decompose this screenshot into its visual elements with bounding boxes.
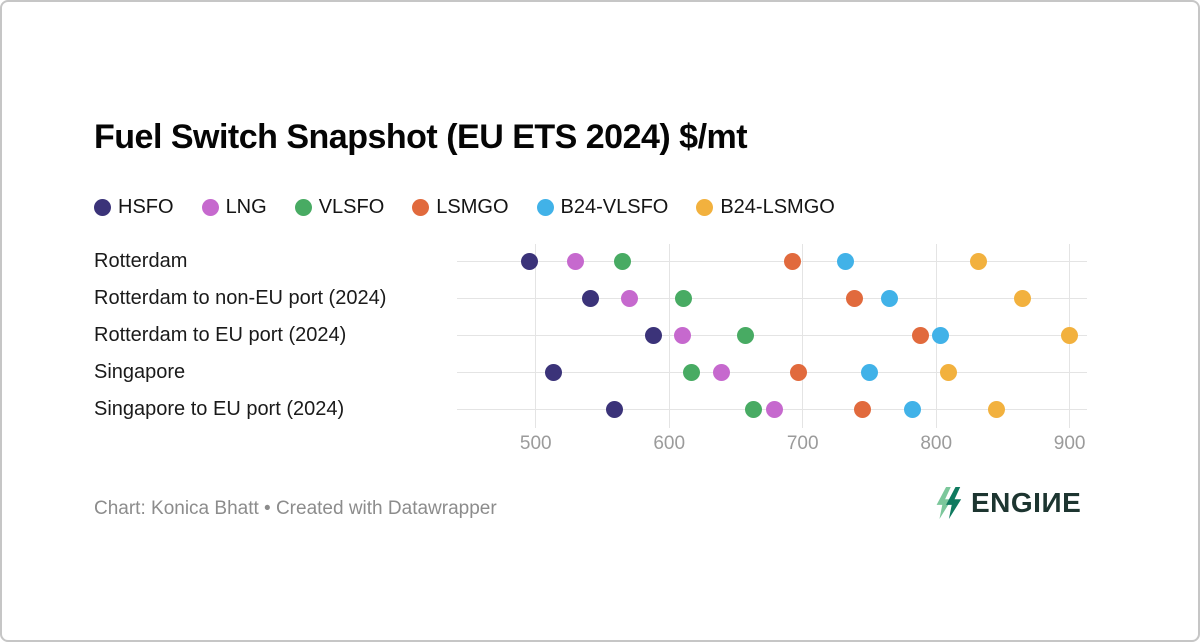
data-point-b24-lsmgo[interactable] — [987, 400, 1005, 418]
legend-item-vlsfo[interactable]: VLSFO — [294, 195, 385, 219]
x-gridline — [535, 244, 537, 428]
x-tick-label: 900 — [1053, 433, 1086, 454]
legend-item-lsmgo[interactable]: LSMGO — [412, 195, 509, 219]
x-tick-label: 500 — [519, 433, 552, 454]
data-point-b24-lsmgo[interactable] — [1014, 289, 1032, 307]
data-point-b24-vlsfo[interactable] — [931, 326, 949, 344]
credit-line: Chart: Konica Bhatt • Created with Dataw… — [94, 498, 497, 519]
legend-item-b24-lsmgo[interactable]: B24-LSMGO — [696, 195, 835, 219]
data-point-b24-lsmgo[interactable] — [1061, 326, 1079, 344]
data-point-lng[interactable] — [712, 363, 730, 381]
data-point-vlsfo[interactable] — [614, 252, 631, 270]
legend-swatch-icon — [536, 198, 554, 216]
data-point-lsmgo[interactable] — [846, 289, 864, 307]
data-point-lsmgo[interactable] — [854, 400, 872, 418]
x-tick-label: 700 — [786, 433, 819, 454]
legend-item-b24-vlsfo[interactable]: B24-VLSFO — [536, 195, 669, 219]
data-point-lsmgo[interactable] — [911, 326, 929, 344]
chart-title: Fuel Switch Snapshot (EU ETS 2024) $/mt — [94, 118, 748, 156]
engine-logo-text: ENGIИE — [971, 487, 1082, 518]
row-label: Singapore — [94, 361, 186, 383]
data-point-vlsfo[interactable] — [675, 289, 693, 307]
data-point-lsmgo[interactable] — [790, 363, 808, 381]
legend-swatch-icon — [94, 198, 111, 216]
legend-label: LNG — [225, 195, 267, 218]
legend-label: HSFO — [118, 195, 174, 218]
data-point-lng[interactable] — [674, 326, 692, 344]
legend-label: B24-VLSFO — [560, 195, 669, 218]
row-gridline — [457, 372, 1087, 373]
x-tick-label: 800 — [920, 433, 953, 454]
data-point-vlsfo[interactable] — [744, 400, 762, 418]
legend-swatch-icon — [201, 198, 219, 216]
legend-item-hsfo[interactable]: HSFO — [94, 196, 174, 219]
x-gridline — [668, 244, 670, 428]
data-point-b24-vlsfo[interactable] — [903, 400, 921, 418]
data-point-hsfo[interactable] — [606, 400, 623, 418]
legend: HSFO LNG VLSFO LSMGO B24-VLSFO B24-LSMGO — [94, 195, 835, 219]
data-point-vlsfo[interactable] — [736, 326, 754, 344]
data-point-hsfo[interactable] — [520, 252, 538, 270]
data-point-b24-vlsfo[interactable] — [860, 363, 878, 381]
data-point-hsfo[interactable] — [644, 326, 662, 344]
data-point-b24-vlsfo[interactable] — [836, 252, 854, 270]
data-point-lsmgo[interactable] — [783, 252, 801, 270]
legend-swatch-icon — [696, 198, 714, 216]
legend-item-lng[interactable]: LNG — [201, 195, 267, 219]
row-label: Rotterdam to EU port (2024) — [94, 324, 347, 346]
legend-label: LSMGO — [436, 195, 509, 218]
data-point-vlsfo[interactable] — [683, 363, 701, 381]
row-gridline — [457, 261, 1087, 262]
x-gridline — [802, 244, 804, 428]
legend-label: B24-LSMGO — [720, 195, 835, 218]
row-label: Singapore to EU port (2024) — [94, 398, 345, 420]
row-gridline — [457, 335, 1087, 336]
row-gridline — [457, 298, 1087, 299]
data-point-hsfo[interactable] — [581, 289, 599, 307]
data-point-lng[interactable] — [567, 252, 585, 270]
legend-swatch-icon — [412, 198, 430, 216]
engine-logo-mark — [936, 486, 962, 520]
engine-logo: ENGIИE — [930, 486, 1081, 520]
data-point-b24-vlsfo[interactable] — [880, 289, 898, 307]
data-point-b24-lsmgo[interactable] — [970, 252, 988, 270]
data-point-hsfo[interactable] — [544, 363, 562, 381]
row-label: Rotterdam to non-EU port (2024) — [94, 287, 387, 309]
data-point-b24-lsmgo[interactable] — [939, 363, 957, 381]
data-point-lng[interactable] — [766, 400, 784, 418]
x-tick-label: 600 — [653, 433, 686, 454]
legend-swatch-icon — [294, 198, 312, 216]
data-point-lng[interactable] — [620, 289, 638, 307]
legend-label: VLSFO — [318, 195, 385, 218]
row-label: Rotterdam — [94, 250, 188, 272]
